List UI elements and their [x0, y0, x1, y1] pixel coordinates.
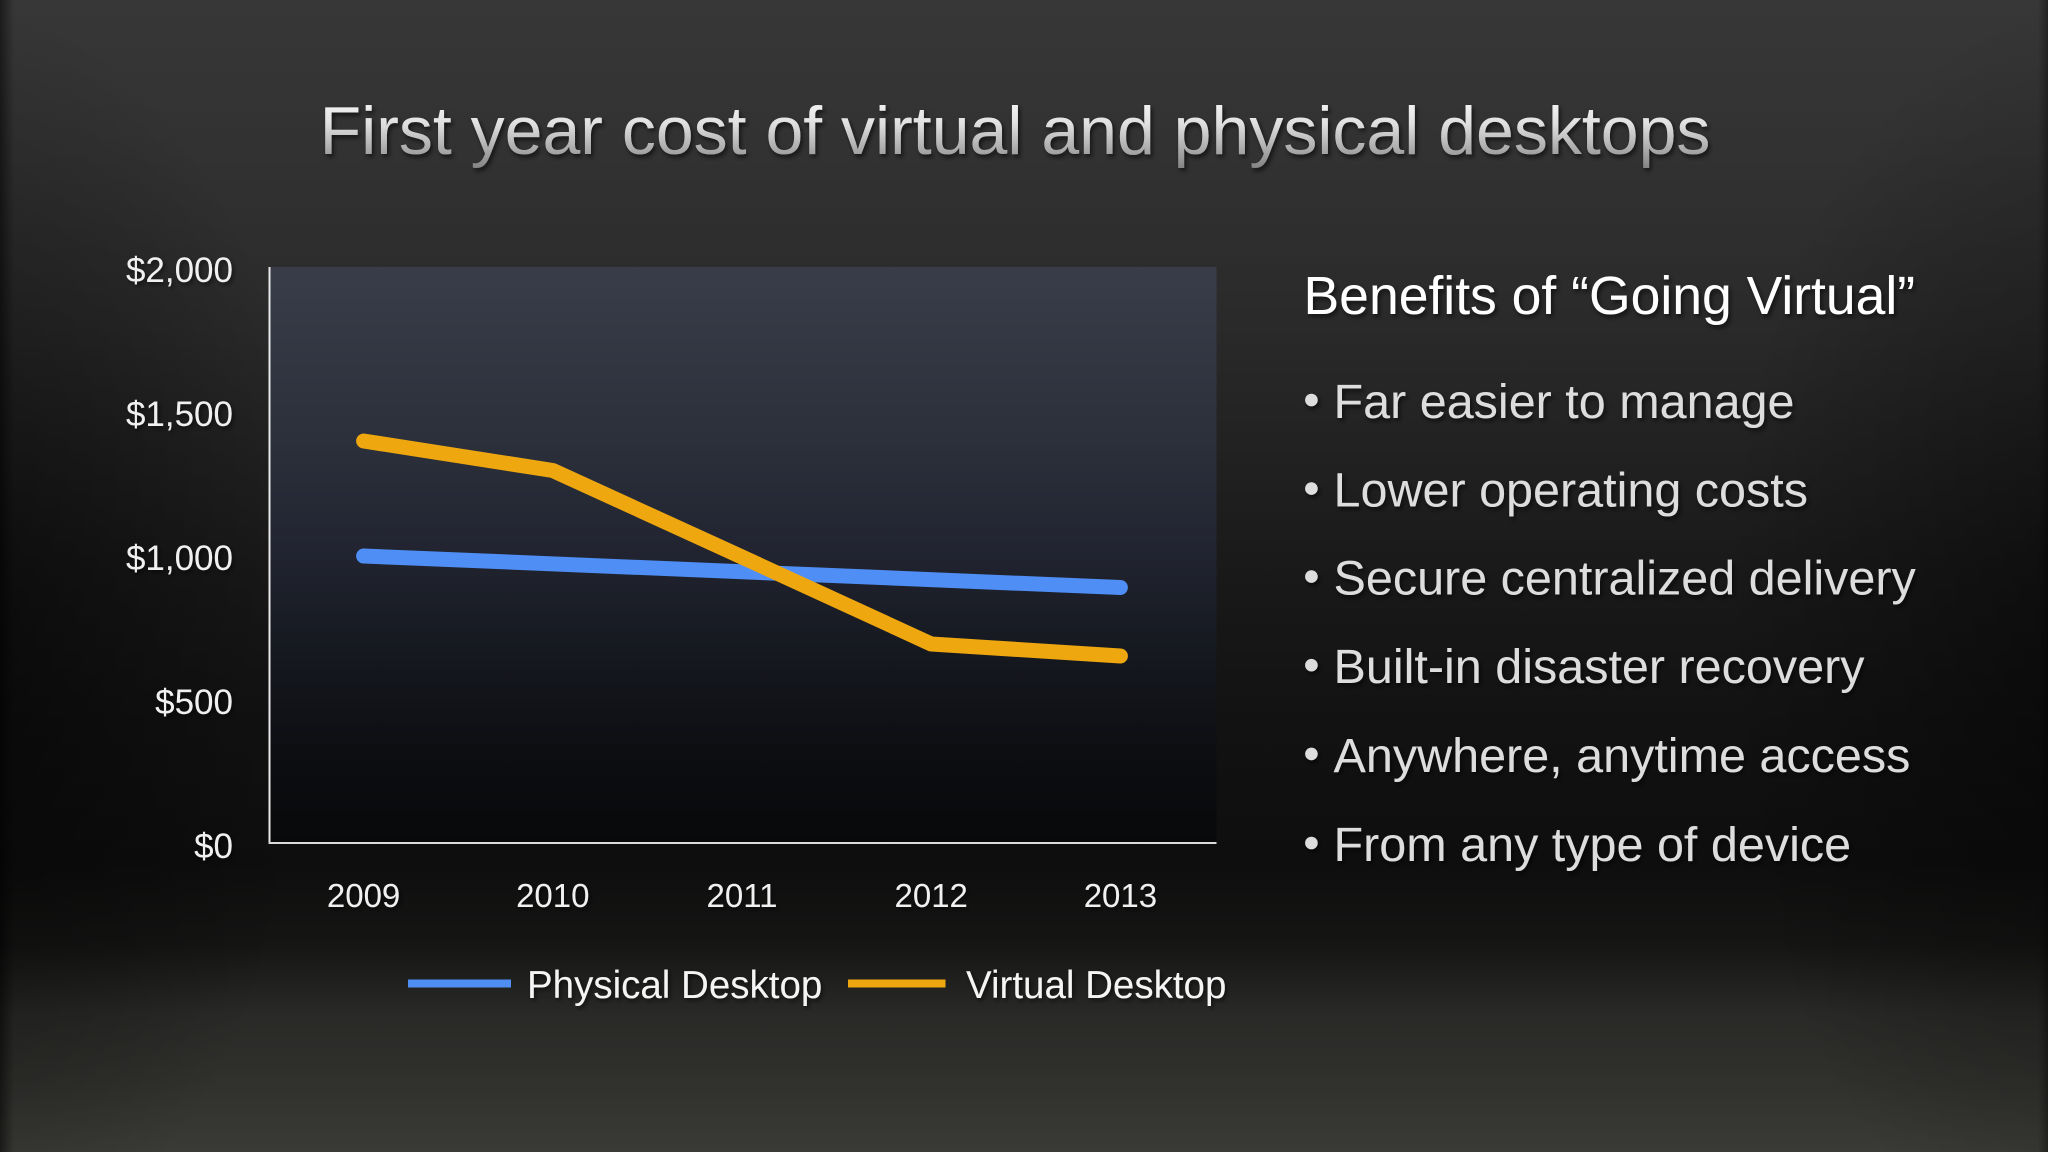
svg-text:$1,500: $1,500	[126, 395, 233, 434]
svg-text:First year cost of virtual and: First year cost of virtual and physical …	[320, 93, 1711, 169]
svg-text:$2,000: $2,000	[126, 251, 233, 290]
svg-text:Physical Desktop: Physical Desktop	[527, 964, 822, 1007]
svg-text:Virtual Desktop: Virtual Desktop	[966, 964, 1226, 1007]
svg-text:2009: 2009	[327, 877, 400, 914]
svg-text:2012: 2012	[894, 877, 967, 914]
svg-text:Lower operating costs: Lower operating costs	[1334, 464, 1809, 518]
svg-text:Secure centralized delivery: Secure centralized delivery	[1334, 552, 1917, 606]
svg-text:Far easier to manage: Far easier to manage	[1334, 375, 1795, 429]
svg-text:$1,000: $1,000	[126, 539, 233, 578]
svg-text:From any type of device: From any type of device	[1334, 818, 1852, 872]
svg-text:$0: $0	[194, 827, 233, 866]
svg-text:Built-in disaster recovery: Built-in disaster recovery	[1334, 640, 1866, 694]
svg-text:2010: 2010	[516, 877, 589, 914]
svg-text:$500: $500	[155, 683, 233, 722]
svg-text:2011: 2011	[707, 877, 778, 914]
svg-text:Benefits of “Going Virtual”: Benefits of “Going Virtual”	[1304, 267, 1916, 326]
svg-text:Anywhere, anytime access: Anywhere, anytime access	[1334, 729, 1911, 783]
svg-text:2013: 2013	[1084, 877, 1157, 914]
